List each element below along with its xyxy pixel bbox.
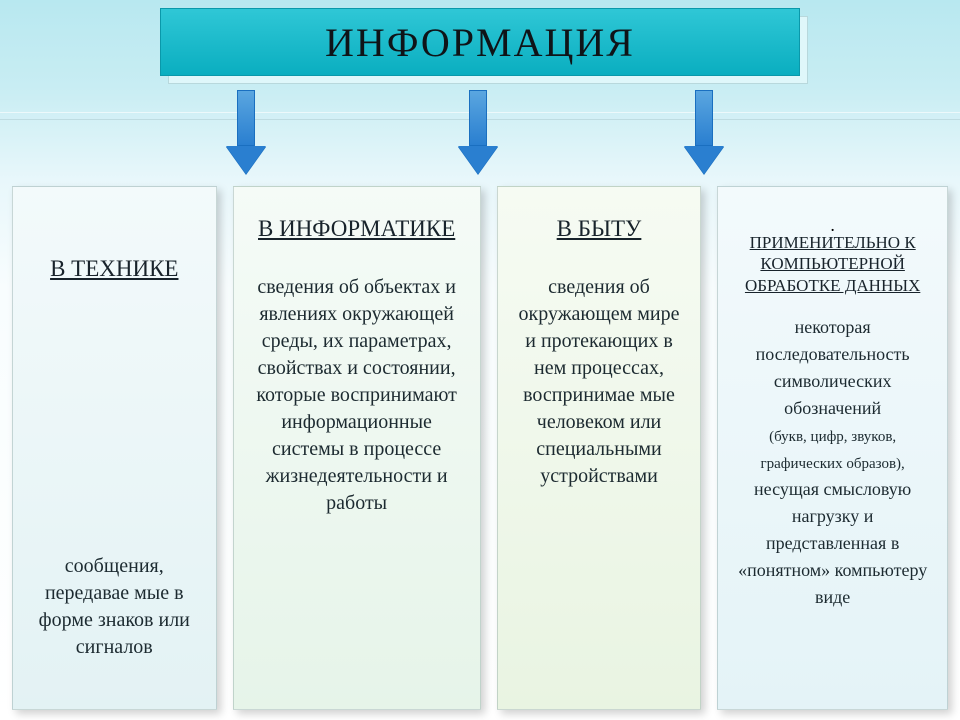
column-everyday: В БЫТУ сведения об окружающем мире и про… — [497, 186, 702, 710]
column-body: сообщения, передавае мые в форме знаков … — [27, 553, 202, 661]
title-banner: ИНФОРМАЦИЯ — [160, 8, 800, 76]
column-heading: В ТЕХНИКЕ — [50, 255, 178, 284]
title-text: ИНФОРМАЦИЯ — [325, 19, 635, 66]
column-body: сведения об окружающем мире и протекающи… — [512, 274, 687, 490]
title-box: ИНФОРМАЦИЯ — [160, 8, 800, 76]
columns-row: В ТЕХНИКЕ сообщения, передавае мые в фор… — [12, 186, 948, 710]
column-technics: В ТЕХНИКЕ сообщения, передавае мые в фор… — [12, 186, 217, 710]
column-heading: В БЫТУ — [557, 215, 642, 244]
infographic-stage: ИНФОРМАЦИЯ В ТЕХНИКЕ сообщения, передава… — [0, 0, 960, 720]
column-informatics: В ИНФОРМАТИКЕ сведения об объектах и явл… — [233, 186, 481, 710]
arrow-down-icon — [226, 90, 266, 174]
arrow-down-icon — [684, 90, 724, 174]
column-heading: ПРИМЕНИТЕЛЬНО К КОМПЬЮТЕРНОЙ ОБРАБОТКЕ Д… — [732, 232, 933, 296]
column-body: некоторая последовательность символическ… — [732, 314, 933, 611]
body-pre: некоторая последовательность символическ… — [756, 317, 910, 418]
column-body: сведения об объектах и явлениях окружающ… — [248, 274, 466, 517]
arrow-down-icon — [458, 90, 498, 174]
body-post: несущая смысловую нагрузку и представлен… — [738, 479, 927, 607]
column-heading: В ИНФОРМАТИКЕ — [258, 215, 455, 244]
column-computer-processing: . ПРИМЕНИТЕЛЬНО К КОМПЬЮТЕРНОЙ ОБРАБОТКЕ… — [717, 186, 948, 710]
body-paren: (букв, цифр, звуков, графических образов… — [760, 429, 904, 472]
